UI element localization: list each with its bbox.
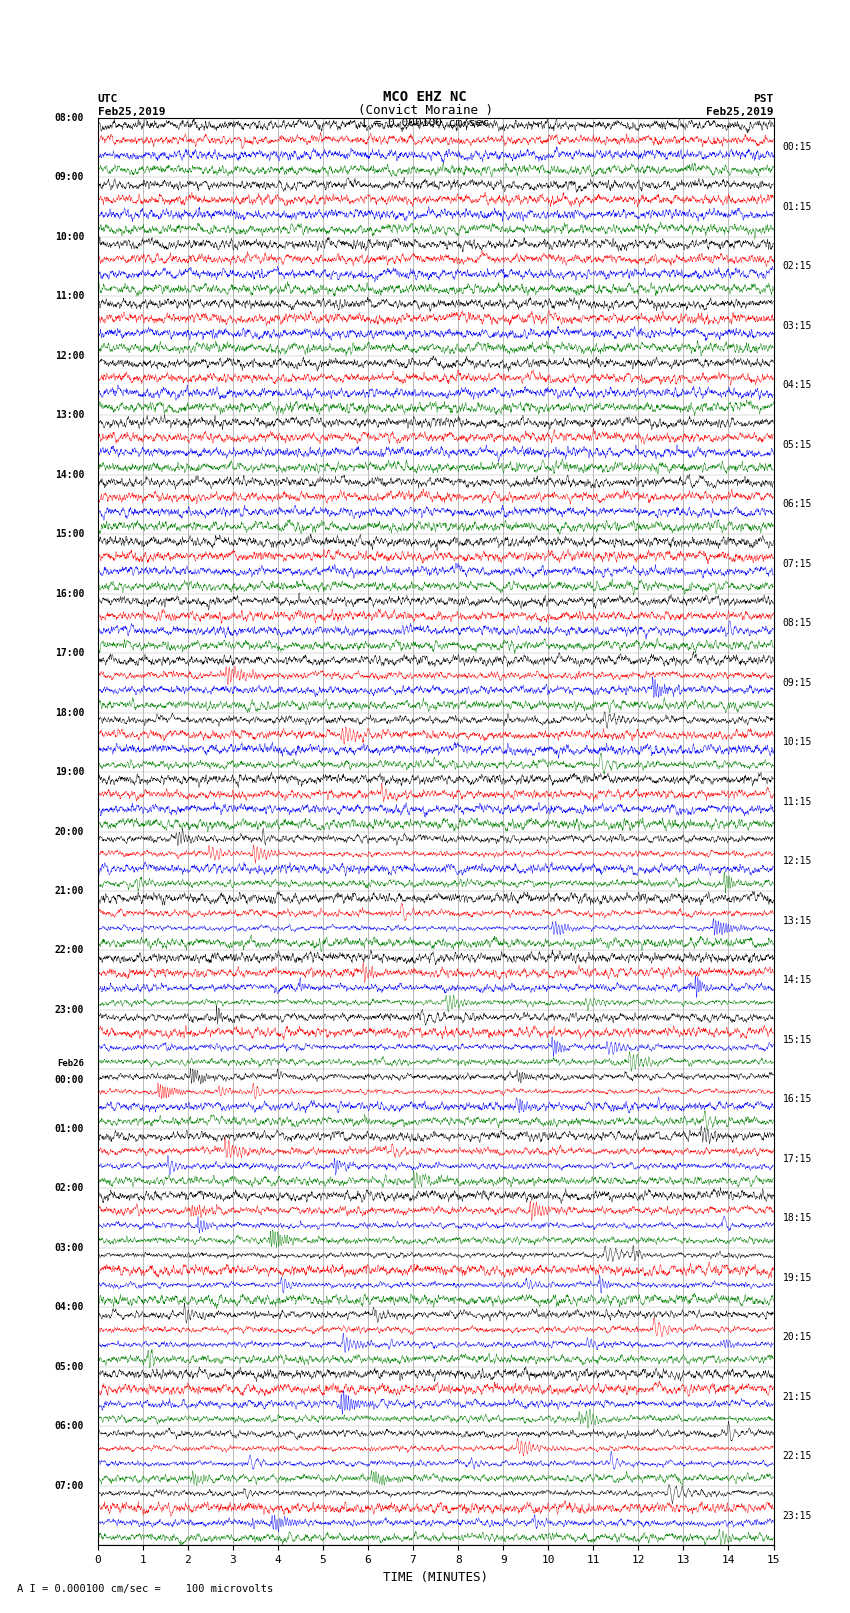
Text: 19:15: 19:15 — [783, 1273, 812, 1282]
Text: 21:15: 21:15 — [783, 1392, 812, 1402]
Text: 10:00: 10:00 — [55, 232, 84, 242]
Text: 22:15: 22:15 — [783, 1452, 812, 1461]
Text: 12:15: 12:15 — [783, 857, 812, 866]
Text: 11:00: 11:00 — [55, 292, 84, 302]
Text: 09:15: 09:15 — [783, 677, 812, 687]
Text: PST: PST — [753, 94, 774, 105]
Text: 14:00: 14:00 — [55, 469, 84, 479]
Text: 13:15: 13:15 — [783, 916, 812, 926]
Text: 18:00: 18:00 — [55, 708, 84, 718]
Text: (Convict Moraine ): (Convict Moraine ) — [358, 103, 492, 118]
Text: 22:00: 22:00 — [55, 945, 84, 955]
Text: 08:15: 08:15 — [783, 618, 812, 629]
Text: 16:15: 16:15 — [783, 1094, 812, 1105]
Text: 05:15: 05:15 — [783, 440, 812, 450]
Text: 02:15: 02:15 — [783, 261, 812, 271]
Text: 13:00: 13:00 — [55, 410, 84, 419]
Text: 02:00: 02:00 — [55, 1184, 84, 1194]
Text: 08:00: 08:00 — [55, 113, 84, 123]
Text: 21:00: 21:00 — [55, 886, 84, 895]
Text: 05:00: 05:00 — [55, 1361, 84, 1371]
Text: Feb26: Feb26 — [57, 1058, 84, 1068]
Text: I = 0.000100 cm/sec: I = 0.000100 cm/sec — [361, 118, 489, 129]
Text: 09:00: 09:00 — [55, 173, 84, 182]
Text: Feb25,2019: Feb25,2019 — [706, 106, 774, 118]
Text: MCO EHZ NC: MCO EHZ NC — [383, 90, 467, 105]
Text: 11:15: 11:15 — [783, 797, 812, 806]
Text: 20:00: 20:00 — [55, 826, 84, 837]
Text: 01:00: 01:00 — [55, 1124, 84, 1134]
Text: 23:15: 23:15 — [783, 1510, 812, 1521]
Text: 04:00: 04:00 — [55, 1302, 84, 1313]
Text: 19:00: 19:00 — [55, 768, 84, 777]
Text: 17:15: 17:15 — [783, 1153, 812, 1163]
Text: 20:15: 20:15 — [783, 1332, 812, 1342]
Text: 06:15: 06:15 — [783, 500, 812, 510]
X-axis label: TIME (MINUTES): TIME (MINUTES) — [383, 1571, 488, 1584]
Text: 03:15: 03:15 — [783, 321, 812, 331]
Text: 18:15: 18:15 — [783, 1213, 812, 1223]
Text: 14:15: 14:15 — [783, 976, 812, 986]
Text: 12:00: 12:00 — [55, 350, 84, 361]
Text: 15:15: 15:15 — [783, 1034, 812, 1045]
Text: A I = 0.000100 cm/sec =    100 microvolts: A I = 0.000100 cm/sec = 100 microvolts — [17, 1584, 273, 1594]
Text: 04:15: 04:15 — [783, 381, 812, 390]
Text: 00:00: 00:00 — [55, 1074, 84, 1084]
Text: Feb25,2019: Feb25,2019 — [98, 106, 165, 118]
Text: 23:00: 23:00 — [55, 1005, 84, 1015]
Text: 15:00: 15:00 — [55, 529, 84, 539]
Text: 06:00: 06:00 — [55, 1421, 84, 1431]
Text: 01:15: 01:15 — [783, 202, 812, 211]
Text: 07:15: 07:15 — [783, 558, 812, 569]
Text: 10:15: 10:15 — [783, 737, 812, 747]
Text: 17:00: 17:00 — [55, 648, 84, 658]
Text: 16:00: 16:00 — [55, 589, 84, 598]
Text: 00:15: 00:15 — [783, 142, 812, 153]
Text: 03:00: 03:00 — [55, 1244, 84, 1253]
Text: UTC: UTC — [98, 94, 118, 105]
Text: 07:00: 07:00 — [55, 1481, 84, 1490]
